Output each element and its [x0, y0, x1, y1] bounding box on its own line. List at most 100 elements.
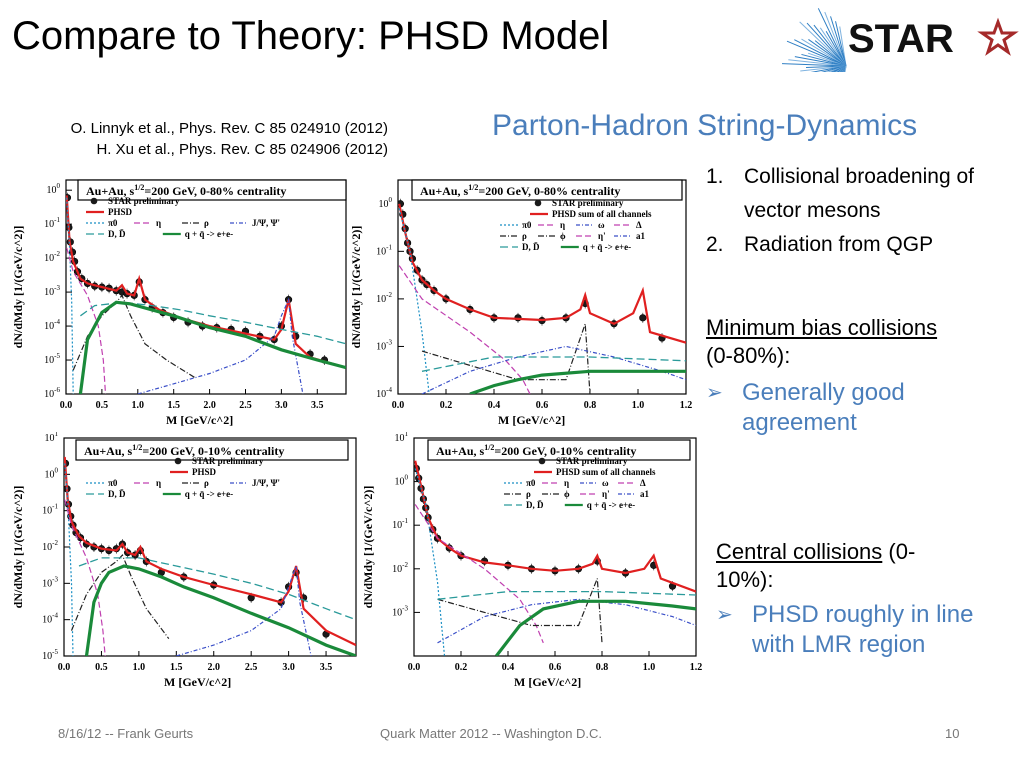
burst-ray	[794, 39, 847, 67]
y-tick-label: 10-3	[376, 338, 392, 352]
chart-title: Au+Au, s1/2=200 GeV, 0-80% centrality	[420, 183, 620, 198]
x-tick-label: 3.0	[275, 400, 288, 411]
x-tick-label: 0.6	[549, 662, 562, 673]
chart-svg: 0.0 0.5 1.0 1.5 2.0 2.5 3.0 3.5 101 100 10-1 10-2 10…	[11, 432, 357, 689]
chart-central-lmr: 0.0 0.2 0.4 0.6 0.8 1.0 1.2 101 100 10-1 10-2 10-3 M…	[358, 432, 704, 690]
legend-marker	[534, 199, 542, 207]
series-line	[398, 208, 430, 394]
series-line	[437, 598, 696, 644]
minbias-bullet: ➢ Generally good agreement	[706, 379, 905, 436]
burst-ray	[813, 24, 847, 67]
x-tick-label: 0.4	[502, 662, 515, 673]
legend-label: ρ	[526, 489, 531, 499]
legend-label: π0	[108, 478, 118, 488]
y-tick-label: 10-3	[44, 284, 60, 298]
legend-label: D, D̄	[526, 500, 544, 510]
x-tick-label: 1.0	[132, 400, 145, 411]
legend-label: π0	[526, 478, 536, 488]
burst-ray	[782, 63, 847, 67]
x-tick-label: 1.5	[167, 400, 180, 411]
legend-label: D, D̄	[108, 489, 126, 499]
y-tick-label: 10-2	[376, 291, 392, 305]
legend-label: PHSD	[192, 467, 217, 477]
model-subtitle: Parton-Hadron String-Dynamics	[492, 109, 918, 142]
arrow-bullet-icon: ➢	[706, 382, 723, 404]
burst-ray	[801, 53, 847, 67]
legend-label: η	[564, 478, 569, 488]
series-line	[64, 456, 356, 647]
burst-ray	[788, 59, 847, 67]
burst-ray	[810, 65, 847, 72]
title-box	[75, 439, 349, 461]
x-tick-label: 0.8	[596, 662, 609, 673]
legend-label: ρ	[204, 218, 209, 228]
title-box	[427, 439, 691, 461]
legend-label: ρ	[522, 231, 527, 241]
x-tick-label: 1.0	[643, 662, 656, 673]
model-features-list: 1. Collisional broadening of vector meso…	[706, 160, 1016, 262]
chart-title: Au+Au, s1/2=200 GeV, 0-80% centrality	[86, 183, 286, 198]
series-line	[469, 369, 686, 394]
x-tick-label: 0.0	[60, 400, 73, 411]
x-tick-label: 0.4	[488, 400, 501, 411]
y-tick-label: 10-1	[376, 243, 392, 257]
burst-ray	[801, 38, 847, 67]
series-line	[437, 590, 696, 600]
x-tick-label: 0.5	[96, 400, 109, 411]
legend-label: D, D̄	[108, 229, 126, 239]
x-tick-label: 3.5	[311, 400, 324, 411]
y-tick-label: 101	[45, 432, 59, 444]
x-tick-label: 3.5	[320, 662, 333, 673]
burst-ray	[799, 21, 847, 67]
reference-1: O. Linnyk et al., Phys. Rev. C 85 024910…	[70, 120, 388, 137]
legend-label: q + q̄ -> e+e-	[587, 500, 635, 510]
title-box	[77, 179, 347, 201]
series-line	[414, 504, 544, 644]
burst-ray	[808, 39, 847, 67]
star-logo: STAR	[782, 8, 1019, 72]
y-tick-label: 10-1	[44, 216, 60, 230]
burst-icon	[782, 8, 847, 72]
references: O. Linnyk et al., Phys. Rev. C 85 024910…	[71, 118, 388, 160]
slide-title: Compare to Theory: PHSD Model	[12, 14, 610, 58]
x-axis-label: M [GeV/c^2]	[166, 413, 233, 427]
legend-marker	[174, 457, 182, 465]
legend-label: q + q̄ -> e+e-	[185, 489, 233, 499]
series-line	[66, 197, 74, 394]
series-line	[495, 599, 696, 656]
plot-frame	[65, 179, 347, 395]
legend-label: a1	[640, 489, 650, 499]
plot-frame	[413, 437, 697, 657]
legend-label: η	[560, 220, 565, 230]
x-tick-label: 3.0	[282, 662, 295, 673]
chart-svg: 0.0 0.2 0.4 0.6 0.8 1.0 1.2 100 10-1 10-2 10-3 10-4…	[349, 179, 692, 427]
y-tick-label: 100	[45, 466, 59, 480]
x-tick-label: 2.5	[245, 662, 258, 673]
y-axis-label: dN/dMdy [1/(GeV/c^2)]	[349, 226, 363, 349]
burst-ray	[820, 65, 847, 72]
x-axis-label: M [GeV/c^2]	[498, 413, 565, 427]
y-tick-label: 10-2	[44, 250, 60, 264]
chart-svg: 0.0 0.5 1.0 1.5 2.0 2.5 3.0 3.5 100 10-1 10-2 10-3 1…	[11, 179, 347, 427]
burst-ray	[786, 40, 847, 67]
series-line	[78, 557, 356, 621]
y-tick-label: 10-5	[42, 648, 58, 662]
data-point	[639, 314, 647, 322]
x-axis-label: M [GeV/c^2]	[514, 675, 581, 689]
list-item: 1. Collisional broadening of vector meso…	[706, 165, 974, 222]
x-tick-label: 2.5	[239, 400, 252, 411]
legend-label: STAR preliminary	[108, 196, 180, 206]
series-line	[176, 565, 312, 656]
y-tick-label: 10-2	[392, 561, 408, 575]
legend-label: η'	[602, 489, 610, 499]
x-tick-label: 1.2	[690, 662, 703, 673]
x-tick-label: 0.0	[392, 400, 405, 411]
legend-label: η'	[598, 231, 606, 241]
y-tick-label: 10-4	[44, 318, 60, 332]
x-tick-label: 1.0	[133, 662, 146, 673]
minbias-heading: Minimum bias collisions (0-80%):	[706, 315, 938, 368]
y-axis-label: dN/dMdy [1/(GeV/c^2)]	[361, 486, 375, 609]
